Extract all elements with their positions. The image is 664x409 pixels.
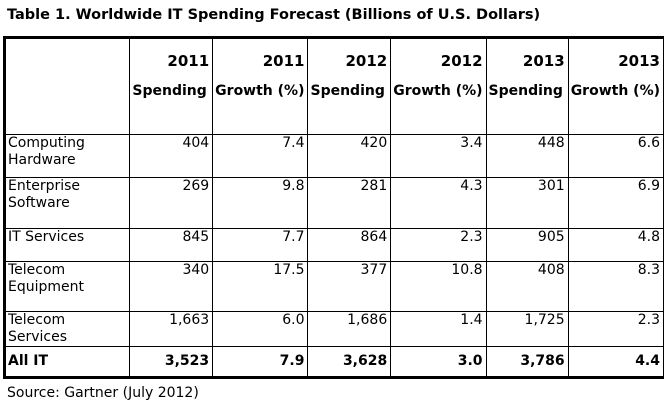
table-cell: 281 xyxy=(307,177,392,229)
column-label: Spending xyxy=(488,83,563,99)
column-label: Growth (%) xyxy=(215,83,305,99)
table-cell: 404 xyxy=(129,134,214,178)
table-cell: 7.7 xyxy=(212,228,309,262)
table-cell: 17.5 xyxy=(212,261,309,312)
table-cell: 3.4 xyxy=(390,134,487,178)
column-year: 2011 xyxy=(167,52,210,70)
table-cell: 3,523 xyxy=(129,345,214,377)
table-cell: 1.4 xyxy=(390,311,487,347)
column-header: 2013 Spending xyxy=(485,38,569,135)
table-cell: 864 xyxy=(307,228,392,262)
table-cell: 340 xyxy=(129,261,214,312)
table-cell: 1,686 xyxy=(307,311,392,347)
column-header: 2011 Growth (%) xyxy=(212,38,309,135)
table-cell: 448 xyxy=(485,134,569,178)
row-label: All IT xyxy=(4,345,131,377)
column-header: 2012 Growth (%) xyxy=(390,38,487,135)
row-label: IT Services xyxy=(4,228,131,262)
column-label: Growth (%) xyxy=(393,83,483,99)
row-label: Enterprise Software xyxy=(4,177,131,229)
table-cell: 7.4 xyxy=(212,134,309,178)
table-cell: 3.0 xyxy=(390,345,487,377)
spending-forecast-table: 2011 Spending 2011 Growth (%) 2012 Spend… xyxy=(3,36,664,379)
table-cell: 6.9 xyxy=(567,177,664,229)
table-cell: 7.9 xyxy=(212,345,309,377)
table-cell: 3,786 xyxy=(485,345,569,377)
table-cell: 6.0 xyxy=(212,311,309,347)
column-year: 2013 xyxy=(522,52,565,70)
header-corner xyxy=(4,38,131,135)
column-year: 2012 xyxy=(440,52,483,70)
total-row: All IT 3,523 7.9 3,628 3.0 3,786 4.4 xyxy=(4,345,664,377)
page-title: Table 1. Worldwide IT Spending Forecast … xyxy=(7,7,541,23)
table-cell: 2.3 xyxy=(390,228,487,262)
column-year: 2013 xyxy=(618,52,660,70)
column-header: 2013 Growth (%) xyxy=(567,38,664,135)
source-note: Source: Gartner (July 2012) xyxy=(7,385,199,401)
column-year: 2011 xyxy=(262,52,305,70)
table-cell: 2.3 xyxy=(567,311,664,347)
table-cell: 420 xyxy=(307,134,392,178)
table-row: Telecom Services 1,663 6.0 1,686 1.4 1,7… xyxy=(4,311,664,347)
row-label: Computing Hardware xyxy=(4,134,131,178)
table-cell: 845 xyxy=(129,228,214,262)
table-cell: 10.8 xyxy=(390,261,487,312)
table-cell: 269 xyxy=(129,177,214,229)
table-cell: 377 xyxy=(307,261,392,312)
table-cell: 301 xyxy=(485,177,569,229)
column-year: 2012 xyxy=(345,52,388,70)
table-cell: 4.3 xyxy=(390,177,487,229)
table-row: Telecom Equipment 340 17.5 377 10.8 408 … xyxy=(4,261,664,312)
table-cell: 4.4 xyxy=(567,345,664,377)
table-cell: 9.8 xyxy=(212,177,309,229)
column-header: 2012 Spending xyxy=(307,38,392,135)
row-label: Telecom Equipment xyxy=(4,261,131,312)
table-row: Computing Hardware 404 7.4 420 3.4 448 6… xyxy=(4,134,664,178)
column-header: 2011 Spending xyxy=(129,38,214,135)
row-label: Telecom Services xyxy=(4,311,131,347)
table-cell: 408 xyxy=(485,261,569,312)
table-cell: 6.6 xyxy=(567,134,664,178)
table-row: IT Services 845 7.7 864 2.3 905 4.8 xyxy=(4,228,664,262)
header-row: 2011 Spending 2011 Growth (%) 2012 Spend… xyxy=(4,38,664,135)
table-cell: 1,725 xyxy=(485,311,569,347)
table-cell: 3,628 xyxy=(307,345,392,377)
table-cell: 1,663 xyxy=(129,311,214,347)
table-cell: 4.8 xyxy=(567,228,664,262)
table-row: Enterprise Software 269 9.8 281 4.3 301 … xyxy=(4,177,664,229)
table-cell: 905 xyxy=(485,228,569,262)
column-label: Spending xyxy=(132,83,207,99)
column-label: Growth (%) xyxy=(570,83,660,99)
table-cell: 8.3 xyxy=(567,261,664,312)
column-label: Spending xyxy=(310,83,385,99)
